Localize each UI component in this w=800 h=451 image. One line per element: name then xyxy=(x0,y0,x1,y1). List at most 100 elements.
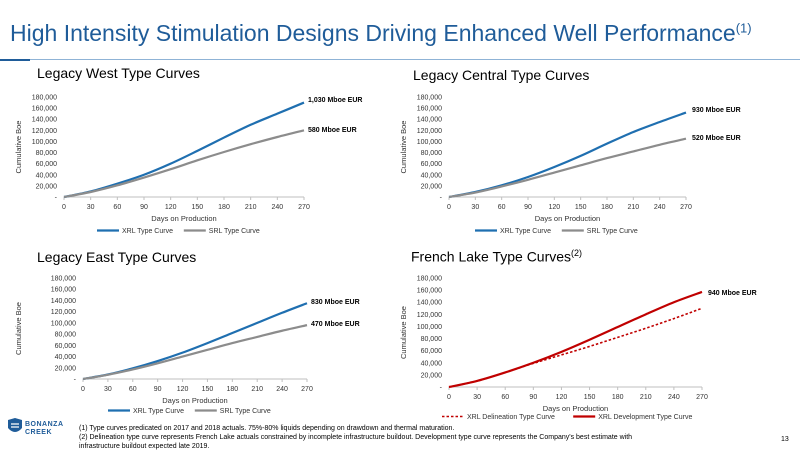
chart-title-text: Legacy East Type Curves xyxy=(37,249,197,265)
eur-annotation: 1,030 Mboe EUR xyxy=(308,97,362,104)
x-tick-label: 120 xyxy=(177,386,189,393)
y-tick-label: 160,000 xyxy=(51,287,76,294)
y-tick-label: 120,000 xyxy=(417,128,442,135)
x-tick-label: 270 xyxy=(680,204,692,211)
x-tick-label: 30 xyxy=(473,394,481,401)
eur-annotation: 580 Mboe EUR xyxy=(308,127,357,134)
page-title: High Intensity Stimulation Designs Drivi… xyxy=(10,20,752,47)
y-axis-title: Cumulative Boe xyxy=(14,302,23,355)
legend-label: SRL Type Curve xyxy=(220,408,271,415)
title-rule xyxy=(0,59,800,61)
x-axis-title: Days on Production xyxy=(535,214,600,223)
y-tick-label: 180,000 xyxy=(32,95,57,102)
y-tick-label: 140,000 xyxy=(32,117,57,124)
x-tick-label: 270 xyxy=(696,394,708,401)
eur-annotation: 520 Mboe EUR xyxy=(692,135,741,142)
x-tick-label: 120 xyxy=(548,204,560,211)
y-tick-label: 100,000 xyxy=(417,324,442,331)
page-number: 13 xyxy=(781,436,789,443)
x-tick-label: 210 xyxy=(627,204,639,211)
legend-label: SRL Type Curve xyxy=(587,228,638,235)
title-rule-accent xyxy=(0,59,30,61)
logo-shield-icon xyxy=(8,418,22,432)
x-tick-label: 180 xyxy=(601,204,613,211)
legend-label: SRL Type Curve xyxy=(209,228,260,235)
x-tick-label: 60 xyxy=(129,386,137,393)
x-tick-label: 0 xyxy=(62,204,66,211)
chart-title-legacy-east: Legacy East Type Curves xyxy=(37,249,196,265)
legend-label: XRL Delineation Type Curve xyxy=(467,414,555,421)
x-tick-label: 150 xyxy=(191,204,203,211)
y-tick-label: 160,000 xyxy=(32,106,57,113)
legend-label: XRL Type Curve xyxy=(500,228,551,235)
x-tick-label: 180 xyxy=(612,394,624,401)
x-tick-label: 120 xyxy=(165,204,177,211)
logo-text-1: BONANZA xyxy=(25,421,64,428)
page-title-footnote-marker: (1) xyxy=(735,20,752,36)
chart-title-legacy-west: Legacy West Type Curves xyxy=(37,65,200,81)
y-tick-label: 80,000 xyxy=(36,150,58,157)
footnotes: (1) Type curves predicated on 2017 and 2… xyxy=(79,424,679,451)
y-tick-label: 160,000 xyxy=(417,288,442,295)
bonanza-creek-logo: BONANZA CREEK xyxy=(8,418,64,436)
y-tick-label: 20,000 xyxy=(421,372,443,379)
y-tick-label: 100,000 xyxy=(417,139,442,146)
x-tick-label: 270 xyxy=(301,386,313,393)
chart-title-footnote-marker: (2) xyxy=(571,248,583,258)
series-line-xrl-development-type-curve xyxy=(448,290,703,389)
y-tick-label: - xyxy=(440,385,443,392)
y-tick-label: 80,000 xyxy=(421,150,443,157)
chart-title-text: French Lake Type Curves xyxy=(411,248,572,265)
chart-title-text: Legacy West Type Curves xyxy=(37,65,200,81)
legend-label: XRL Type Curve xyxy=(122,228,173,235)
x-tick-label: 60 xyxy=(498,204,506,211)
y-axis-title: Cumulative Boe xyxy=(399,306,408,359)
x-tick-label: 150 xyxy=(575,204,587,211)
series-line-xrl-delineation-type-curve xyxy=(448,307,703,388)
x-tick-label: 270 xyxy=(298,204,310,211)
eur-annotation: 470 Mboe EUR xyxy=(311,321,360,328)
x-axis-title: Days on Production xyxy=(543,404,608,413)
y-tick-label: 140,000 xyxy=(417,300,442,307)
eur-annotation: 830 Mboe EUR xyxy=(311,299,360,306)
y-tick-label: 80,000 xyxy=(55,332,77,339)
chart-title-legacy-central: Legacy Central Type Curves xyxy=(413,67,589,83)
footnote-2: (2) Delineation type curve represents Fr… xyxy=(79,434,633,441)
y-tick-label: 180,000 xyxy=(417,95,442,102)
y-tick-label: 120,000 xyxy=(417,312,442,319)
x-tick-label: 150 xyxy=(584,394,596,401)
series-line-srl-type-curve xyxy=(63,129,305,199)
x-tick-label: 90 xyxy=(529,394,537,401)
y-tick-label: 20,000 xyxy=(55,365,77,372)
x-tick-label: 240 xyxy=(276,386,288,393)
series-line-srl-type-curve xyxy=(82,324,308,381)
x-tick-label: 0 xyxy=(447,394,451,401)
y-tick-label: 20,000 xyxy=(421,183,443,190)
y-tick-label: 60,000 xyxy=(421,161,443,168)
chart-title-text: Legacy Central Type Curves xyxy=(413,67,590,83)
x-axis-title: Days on Production xyxy=(151,214,216,223)
x-tick-label: 210 xyxy=(245,204,257,211)
page-title-text: High Intensity Stimulation Designs Drivi… xyxy=(10,20,736,46)
y-axis-title: Cumulative Boe xyxy=(399,121,408,174)
x-tick-label: 30 xyxy=(104,386,112,393)
x-tick-label: 180 xyxy=(218,204,230,211)
y-tick-label: 180,000 xyxy=(51,276,76,283)
chart-title-french-lake: French Lake Type Curves(2) xyxy=(411,248,582,265)
x-tick-label: 60 xyxy=(113,204,121,211)
x-tick-label: 180 xyxy=(226,386,238,393)
eur-annotation: 930 Mboe EUR xyxy=(692,107,741,114)
x-tick-label: 210 xyxy=(640,394,652,401)
y-tick-label: - xyxy=(440,195,443,202)
x-tick-label: 90 xyxy=(154,386,162,393)
series-line-srl-type-curve xyxy=(448,137,687,199)
x-tick-label: 240 xyxy=(668,394,680,401)
y-axis-title: Cumulative Boe xyxy=(14,121,23,174)
x-tick-label: 210 xyxy=(251,386,263,393)
y-tick-label: 140,000 xyxy=(51,298,76,305)
x-tick-label: 60 xyxy=(501,394,509,401)
y-tick-label: 40,000 xyxy=(36,172,58,179)
y-tick-label: - xyxy=(74,377,77,384)
logo-text-2: CREEK xyxy=(25,429,52,436)
